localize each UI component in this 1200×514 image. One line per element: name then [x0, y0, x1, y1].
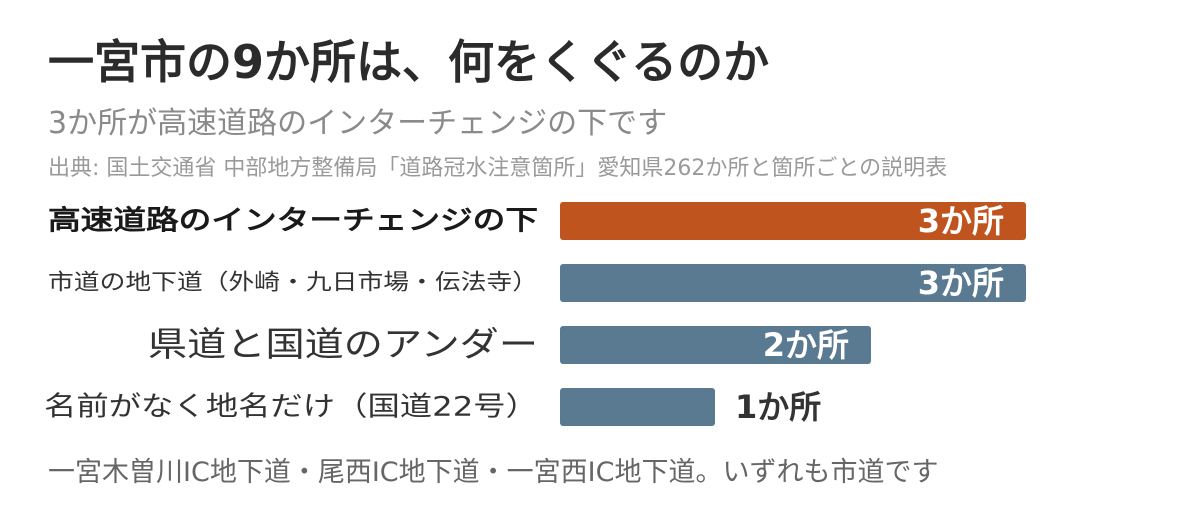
footnote: 一宮木曽川IC地下道・尾西IC地下道・一宮西IC地下道。いずれも市道です — [48, 457, 939, 488]
value-label-2: 2か所 — [763, 326, 849, 364]
value-label-3: 1か所 — [735, 388, 821, 426]
chart-subtitle: 3か所が高速道路のインターチェンジの下です — [48, 106, 668, 141]
chart-title: 一宮市の9か所は、何をくぐるのか — [48, 35, 770, 89]
value-label-1: 3か所 — [918, 264, 1004, 302]
bar-2 — [560, 326, 871, 364]
value-label-0: 3か所 — [918, 202, 1004, 240]
bar-0 — [560, 202, 1026, 240]
bar-1 — [560, 264, 1026, 302]
category-label-0: 高速道路のインターチェンジの下 — [48, 205, 538, 237]
category-label-3: 名前がなく地名だけ（国道22号） — [44, 392, 538, 423]
source-note: 出典: 国土交通省 中部地方整備局「道路冠水注意箇所」愛知県262か所と箇所ごと… — [48, 156, 948, 181]
category-label-2: 県道と国道のアンダー — [148, 325, 538, 365]
category-label-1: 市道の地下道（外崎・九日市場・伝法寺） — [48, 271, 538, 296]
bar-3 — [560, 388, 715, 426]
